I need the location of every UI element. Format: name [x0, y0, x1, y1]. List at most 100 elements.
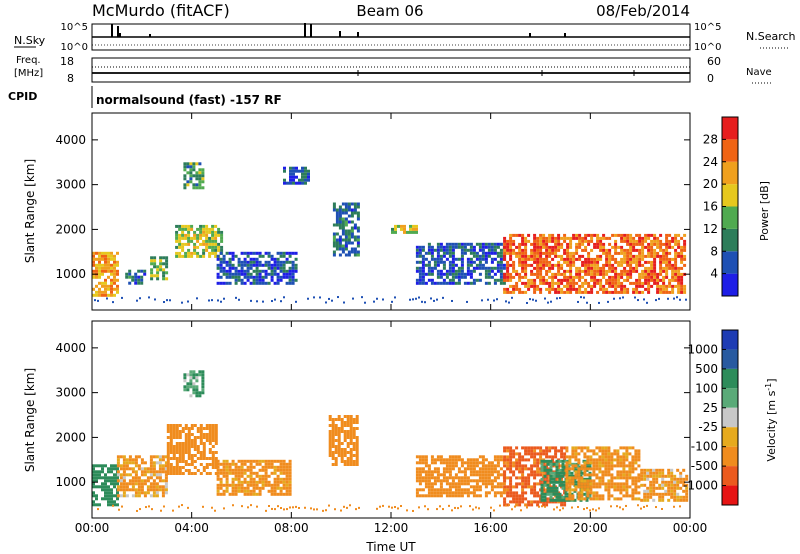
- echo-cell: [219, 281, 223, 285]
- echo-cell: [252, 275, 256, 279]
- echo-cell: [583, 461, 587, 465]
- echo-cell: [448, 272, 452, 276]
- echo-cell: [199, 430, 203, 433]
- echo-cell: [632, 287, 636, 291]
- echo-cell: [670, 489, 674, 493]
- echo-cell: [512, 461, 516, 465]
- echo-cell: [634, 497, 638, 501]
- echo-cell: [178, 460, 182, 463]
- echo-cell: [487, 491, 491, 495]
- echo-cell: [644, 260, 648, 264]
- echo-cell: [583, 479, 587, 483]
- echo-cell: [445, 245, 449, 249]
- echo-cell: [466, 476, 470, 480]
- echo-cell: [555, 468, 559, 472]
- echo-cell: [421, 266, 425, 270]
- echo-cell: [198, 391, 202, 395]
- echo-cell: [451, 458, 455, 462]
- echo-cell: [424, 458, 428, 462]
- echo-cell: [562, 507, 564, 510]
- echo-cell: [288, 254, 292, 258]
- echo-cell: [445, 272, 449, 276]
- echo-cell: [255, 480, 259, 484]
- echo-cell: [503, 251, 507, 255]
- echo-cell: [261, 263, 265, 267]
- echo-cell: [334, 451, 338, 454]
- echo-cell: [344, 244, 348, 248]
- echo-cell: [590, 278, 594, 282]
- echo-cell: [184, 439, 188, 442]
- echo-cell: [656, 254, 660, 258]
- echo-cell: [685, 298, 687, 301]
- echo-cell: [155, 488, 159, 492]
- echo-cell: [202, 469, 206, 472]
- echo-cell: [506, 260, 510, 264]
- echo-cell: [261, 474, 265, 478]
- echo-cell: [107, 494, 110, 498]
- echo-cell: [611, 263, 615, 267]
- echo-cell: [650, 269, 654, 273]
- echo-cell: [181, 248, 185, 252]
- echo-cell: [421, 245, 425, 249]
- echo-cell: [445, 458, 449, 462]
- echo-cell: [238, 298, 240, 301]
- echo-cell: [644, 275, 648, 279]
- echo-cell: [493, 485, 497, 489]
- echo-cell: [208, 448, 212, 451]
- echo-cell: [261, 477, 265, 481]
- echo-cell: [487, 251, 491, 255]
- echo-cell: [617, 251, 621, 255]
- echo-cell: [668, 278, 672, 282]
- echo-cell: [558, 459, 562, 463]
- echo-cell: [418, 251, 422, 255]
- echo-cell: [152, 464, 156, 468]
- echo-cell: [460, 458, 464, 462]
- echo-cell: [107, 287, 110, 291]
- echo-cell: [279, 486, 283, 490]
- echo-cell: [231, 489, 235, 493]
- echo-cell: [193, 466, 197, 469]
- echo-cell: [198, 370, 202, 374]
- echo-cell: [276, 260, 280, 264]
- echo-cell: [667, 468, 671, 472]
- echo-cell: [628, 470, 632, 474]
- echo-cell: [186, 388, 190, 392]
- echo-cell: [481, 263, 485, 267]
- echo-cell: [484, 272, 488, 276]
- echo-cell: [222, 474, 226, 478]
- echo-cell: [536, 473, 540, 477]
- echo-cell: [533, 449, 537, 453]
- echo-cell: [490, 251, 494, 255]
- echo-cell: [575, 281, 579, 285]
- echo-cell: [638, 257, 642, 261]
- echo-cell: [331, 427, 335, 430]
- echo-cell: [515, 461, 519, 465]
- echo-cell: [620, 248, 624, 252]
- echo-cell: [557, 500, 561, 504]
- echo-cell: [258, 459, 262, 463]
- echo-cell: [418, 269, 422, 273]
- echo-cell: [585, 477, 589, 481]
- echo-cell: [175, 469, 179, 472]
- echo-cell: [646, 492, 650, 496]
- echo-cell: [107, 491, 110, 495]
- echo-cell: [521, 281, 525, 285]
- echo-cell: [565, 464, 569, 468]
- echo-cell: [436, 476, 440, 480]
- echo-cell: [466, 242, 470, 246]
- echo-cell: [506, 461, 510, 465]
- echo-cell: [547, 301, 549, 304]
- echo-cell: [677, 284, 681, 288]
- echo-cell: [107, 293, 110, 297]
- echo-cell: [638, 284, 642, 288]
- echo-cell: [565, 446, 569, 450]
- echo-cell: [674, 251, 678, 255]
- echo-cell: [599, 239, 603, 243]
- echo-cell: [427, 464, 431, 468]
- echo-cell: [610, 505, 612, 508]
- echo-cell: [512, 290, 516, 294]
- echo-cell: [412, 298, 414, 301]
- echo-cell: [478, 507, 480, 510]
- echo-cell: [264, 251, 268, 255]
- echo-cell: [542, 245, 546, 249]
